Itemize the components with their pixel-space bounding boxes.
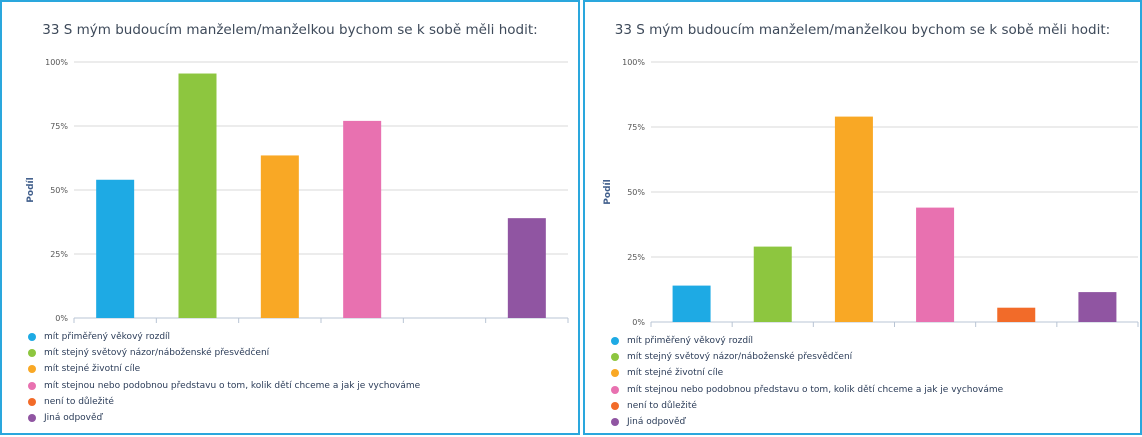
bar[interactable] — [260, 155, 299, 318]
legend-marker — [28, 333, 36, 342]
legend-marker — [611, 385, 619, 394]
y-tick-label: 100% — [45, 58, 68, 67]
y-tick-label: 75% — [50, 122, 68, 131]
legend-label: mít stejnou nebo podobnou představu o to… — [44, 380, 421, 391]
chart-title: 33 S mým budoucím manželem/manželkou byc… — [42, 22, 538, 38]
legend-label: není to důležité — [44, 396, 114, 407]
bar[interactable] — [507, 218, 546, 318]
y-tick-label: 25% — [627, 253, 645, 262]
legend-label: mít stejný světový názor/náboženské přes… — [627, 352, 853, 363]
legend-marker — [28, 349, 36, 358]
chart-legend: mít přiměřený věkový rozdíl mít stejný sv… — [28, 329, 420, 426]
legend-marker — [611, 418, 619, 427]
legend-marker — [611, 401, 619, 410]
legend-marker — [611, 369, 619, 378]
legend-label: mít stejný světový názor/náboženské přes… — [44, 348, 270, 359]
legend-label: mít stejné životní cíle — [44, 364, 141, 375]
chart-panel-left: 33 S mým budoucím manželem/manželkou byc… — [0, 0, 580, 435]
legend-item[interactable]: není to důležité — [28, 394, 420, 410]
legend-item[interactable]: mít stejnou nebo podobnou představu o to… — [611, 382, 1003, 398]
legend-marker — [28, 365, 36, 374]
legend-marker — [28, 397, 36, 406]
legend-marker — [28, 381, 36, 390]
legend-label: Jiná odpověď — [627, 416, 686, 427]
y-tick-label: 25% — [50, 250, 68, 259]
legend-label: mít přiměřený věkový rozdíl — [44, 332, 171, 342]
y-tick-label: 100% — [622, 58, 645, 67]
chart-plot: 0% 25% 50% 75% 100% Podíl — [603, 58, 1139, 327]
legend-label: Jiná odpověď — [44, 412, 103, 423]
legend-item[interactable]: mít stejné životní cíle — [611, 365, 1003, 381]
bar[interactable] — [672, 285, 711, 322]
legend-item[interactable]: mít přiměřený věkový rozdíl — [611, 333, 1003, 349]
legend-marker — [28, 414, 36, 423]
y-tick-label: 0% — [55, 314, 68, 323]
legend-label: mít stejnou nebo podobnou představu o to… — [627, 384, 1004, 395]
legend-item[interactable]: mít stejnou nebo podobnou představu o to… — [28, 378, 420, 394]
legend-item[interactable]: mít stejné životní cíle — [28, 361, 420, 377]
bar[interactable] — [178, 73, 217, 319]
legend-label: mít přiměřený věkový rozdíl — [627, 336, 754, 346]
legend-item[interactable]: Jiná odpověď — [28, 410, 420, 426]
y-tick-label: 50% — [627, 188, 645, 197]
bar[interactable] — [834, 116, 873, 322]
y-axis-label: Podíl — [603, 179, 613, 204]
bar[interactable] — [343, 120, 382, 318]
y-tick-label: 50% — [50, 186, 68, 195]
legend-item[interactable]: mít stejný světový názor/náboženské přes… — [28, 345, 420, 361]
legend-label: mít stejné životní cíle — [627, 368, 724, 379]
legend-item[interactable]: Jiná odpověď — [611, 414, 1003, 430]
bar[interactable] — [96, 179, 135, 318]
y-tick-label: 0% — [632, 318, 645, 327]
legend-marker — [611, 337, 619, 346]
legend-item[interactable]: není to důležité — [611, 398, 1003, 414]
y-tick-label: 75% — [627, 123, 645, 132]
legend-item[interactable]: mít stejný světový názor/náboženské přes… — [611, 349, 1003, 365]
legend-marker — [611, 353, 619, 362]
chart-legend: mít přiměřený věkový rozdíl mít stejný sv… — [611, 333, 1003, 430]
chart-title: 33 S mým budoucím manželem/manželkou byc… — [614, 22, 1111, 38]
legend-label: není to důležité — [627, 400, 697, 411]
legend-item[interactable]: mít přiměřený věkový rozdíl — [28, 329, 420, 345]
chart-panel-right: 33 S mým budoucím manželem/manželkou byc… — [583, 0, 1142, 435]
bar[interactable] — [997, 307, 1036, 322]
bar[interactable] — [1078, 292, 1117, 322]
y-axis-label: Podíl — [26, 177, 36, 202]
chart-plot: 0% 25% 50% 75% 100% Podíl — [26, 58, 569, 323]
bar[interactable] — [753, 246, 792, 322]
bar[interactable] — [916, 207, 955, 322]
